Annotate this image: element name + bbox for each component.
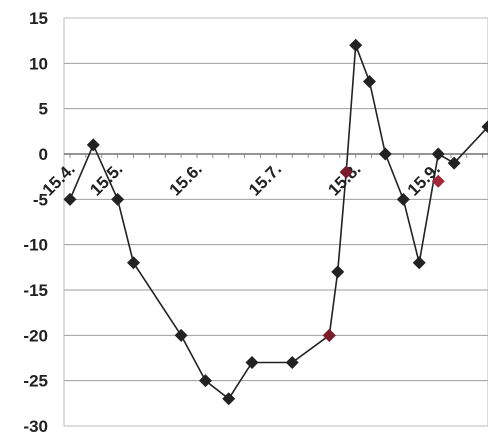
data-point — [331, 265, 345, 279]
data-point — [63, 192, 77, 206]
y-tick-label: -15 — [23, 281, 48, 300]
y-tick-label: -10 — [23, 236, 48, 255]
data-point — [245, 356, 259, 370]
y-tick-label: -25 — [23, 372, 48, 391]
y-tick-label: 0 — [39, 145, 48, 164]
data-point — [86, 138, 100, 152]
highlight-data-point — [322, 328, 336, 342]
data-point — [126, 256, 140, 270]
y-tick-label: -20 — [23, 326, 48, 345]
data-point — [396, 192, 410, 206]
plot-area — [63, 17, 488, 427]
y-tick-label: -30 — [23, 417, 48, 436]
data-point — [222, 392, 236, 406]
highlight-data-point — [339, 165, 353, 179]
data-point — [174, 328, 188, 342]
data-point — [447, 156, 461, 170]
data-point — [481, 120, 488, 134]
y-tick-label: 10 — [29, 54, 48, 73]
data-point — [198, 374, 212, 388]
y-tick-label: -5 — [33, 190, 48, 209]
highlight-data-point — [431, 174, 445, 188]
y-tick-label: 5 — [39, 100, 48, 119]
data-point — [111, 192, 125, 206]
data-point — [362, 74, 376, 88]
data-point — [349, 38, 363, 52]
y-tick-label: 15 — [29, 9, 48, 28]
data-point — [431, 147, 445, 161]
series-line — [69, 44, 488, 400]
data-point — [412, 256, 426, 270]
data-series — [63, 38, 488, 406]
data-point — [378, 147, 392, 161]
data-point — [285, 356, 299, 370]
y-axis-ticks: 15 10 5 0 -5 -10 -15 -20 -25 -30 — [23, 9, 48, 436]
